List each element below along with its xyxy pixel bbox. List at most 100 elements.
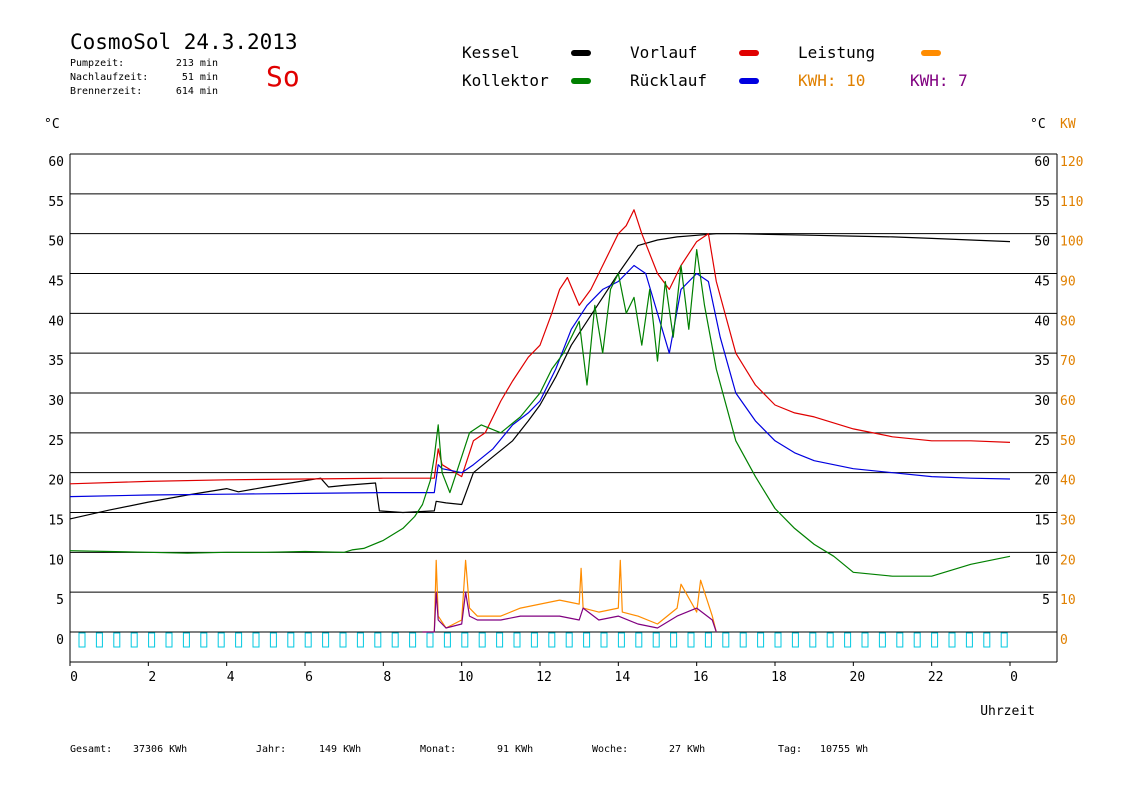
legend-kollektor-label: Kollektor <box>462 71 549 90</box>
pump-marker <box>148 632 156 648</box>
x-tick-label: 2 <box>148 670 156 685</box>
y-tick-label: 10 <box>48 553 64 568</box>
pump-marker <box>496 632 504 648</box>
x-tick-label: 0 <box>1010 670 1018 685</box>
kw-axis-unit: KW <box>1060 117 1076 132</box>
pump-marker <box>182 632 190 648</box>
stat-brennerzeit-value: 614 min <box>175 86 218 97</box>
y-tick-label-right: 50 <box>1034 235 1050 250</box>
y-axis-unit-left: °C <box>44 117 60 132</box>
pump-marker <box>687 632 695 648</box>
pump-marker <box>844 632 852 648</box>
weekday-label: So <box>266 60 300 93</box>
y-tick-label: 50 <box>48 235 64 250</box>
y-tick-label-right: 15 <box>1034 514 1050 529</box>
pump-marker <box>965 632 973 648</box>
x-tick-label: 4 <box>227 670 235 685</box>
kw-tick-label: 0 <box>1060 633 1068 648</box>
legend-ruecklauf-swatch <box>739 78 759 84</box>
y-tick-label: 15 <box>48 514 64 529</box>
page-title: CosmoSol 24.3.2013 <box>70 30 298 54</box>
footer-woche-label: Woche: <box>592 744 629 755</box>
pump-marker <box>548 632 556 648</box>
pump-marker <box>287 632 295 648</box>
footer-tag-value: 10755 Wh <box>820 744 869 755</box>
pump-marker <box>983 632 991 648</box>
y-tick-label: 0 <box>56 633 64 648</box>
x-tick-label: 16 <box>693 670 709 685</box>
y-tick-label: 35 <box>48 354 64 369</box>
kw-tick-label: 30 <box>1060 514 1076 529</box>
x-tick-label: 18 <box>771 670 787 685</box>
pump-marker <box>478 632 486 648</box>
pump-marker <box>391 632 399 648</box>
x-tick-label: 14 <box>615 670 631 685</box>
y-tick-label-right: 20 <box>1034 474 1050 489</box>
series-line-0 <box>69 233 1011 520</box>
pump-marker <box>252 632 260 648</box>
pump-marker <box>931 632 939 648</box>
series-line-5 <box>422 591 717 633</box>
pump-marker <box>339 632 347 648</box>
kw-tick-label: 80 <box>1060 314 1076 329</box>
footer-jahr-label: Jahr: <box>256 744 287 755</box>
y-tick-label: 30 <box>48 394 64 409</box>
series-line-1 <box>69 209 1011 485</box>
y-tick-label-right: 5 <box>1042 593 1050 608</box>
pump-marker <box>565 632 573 648</box>
pump-marker <box>583 632 591 648</box>
pump-marker <box>600 632 608 648</box>
pump-marker <box>374 632 382 648</box>
pump-marker <box>409 632 417 648</box>
pump-marker <box>426 632 434 648</box>
pump-marker <box>739 632 747 648</box>
pump-marker <box>861 632 869 648</box>
legend-kessel-label: Kessel <box>462 43 520 62</box>
y-tick-label-right: 40 <box>1034 314 1050 329</box>
y-tick-label-right: 45 <box>1034 275 1050 290</box>
kw-tick-label: 50 <box>1060 434 1076 449</box>
kw-tick-label: 90 <box>1060 275 1076 290</box>
y-tick-label: 45 <box>48 275 64 290</box>
pump-marker <box>461 632 469 648</box>
pump-marker <box>809 632 817 648</box>
footer-monat-label: Monat: <box>420 744 457 755</box>
y-tick-label: 25 <box>48 434 64 449</box>
pump-marker <box>704 632 712 648</box>
y-tick-label-right: 25 <box>1034 434 1050 449</box>
y-tick-label-right: 10 <box>1034 553 1050 568</box>
x-tick-label: 0 <box>70 670 78 685</box>
pump-marker <box>113 632 121 648</box>
kw-tick-label: 40 <box>1060 474 1076 489</box>
kw-tick-label: 20 <box>1060 553 1076 568</box>
pump-marker <box>356 632 364 648</box>
pump-marker <box>269 632 277 648</box>
stat-nachlaufzeit-value: 51 min <box>181 72 218 83</box>
pump-marker <box>774 632 782 648</box>
series-line-3 <box>69 249 1011 577</box>
pump-marker <box>757 632 765 648</box>
x-tick-label: 6 <box>305 670 313 685</box>
pump-marker <box>722 632 730 648</box>
legend-vorlauf-swatch <box>739 50 759 56</box>
stat-pumpzeit-value: 213 min <box>175 58 218 69</box>
pump-marker <box>95 632 103 648</box>
x-axis-label: Uhrzeit <box>980 704 1035 719</box>
pump-marker <box>652 632 660 648</box>
x-tick-label: 22 <box>928 670 944 685</box>
pump-marker <box>443 632 451 648</box>
stat-nachlaufzeit-label: Nachlaufzeit: <box>70 72 149 83</box>
y-tick-label: 20 <box>48 474 64 489</box>
y-tick-label: 60 <box>48 155 64 170</box>
pump-marker <box>896 632 904 648</box>
x-tick-label: 12 <box>536 670 552 685</box>
legend-vorlauf-label: Vorlauf <box>630 43 698 62</box>
pump-marker <box>322 632 330 648</box>
stat-brennerzeit-label: Brennerzeit: <box>70 86 143 97</box>
legend-leistung-swatch <box>921 50 941 56</box>
pump-marker <box>200 632 208 648</box>
kw-tick-label: 110 <box>1060 195 1083 210</box>
pump-marker <box>130 632 138 648</box>
footer-gesamt-value: 37306 KWh <box>133 744 188 755</box>
